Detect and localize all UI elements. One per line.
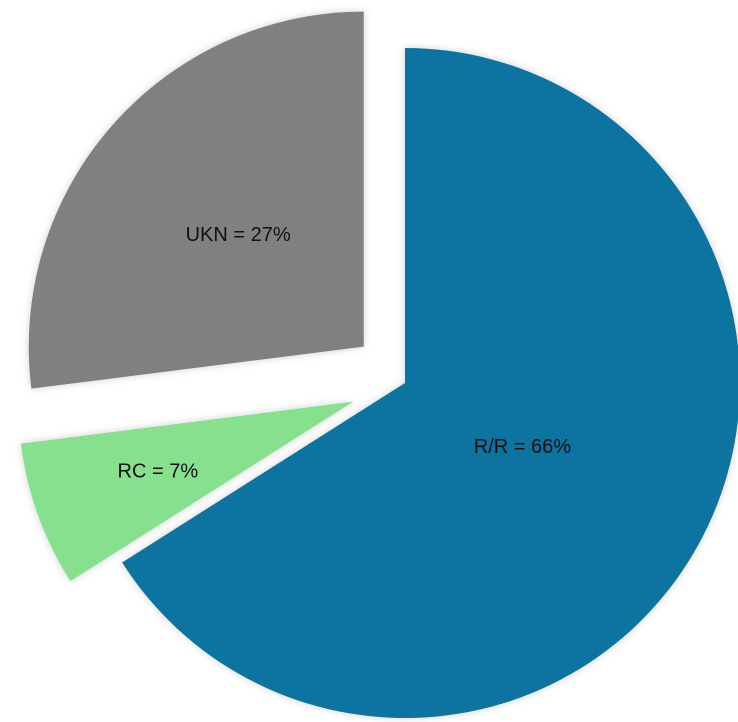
slice-label: R/R = 66% <box>474 436 571 458</box>
pie-slice <box>122 48 738 718</box>
slice-label: UKN = 27% <box>186 224 291 246</box>
slice-label: RC = 7% <box>118 460 199 482</box>
pie-slice <box>28 11 364 389</box>
pie-slice <box>20 401 354 582</box>
